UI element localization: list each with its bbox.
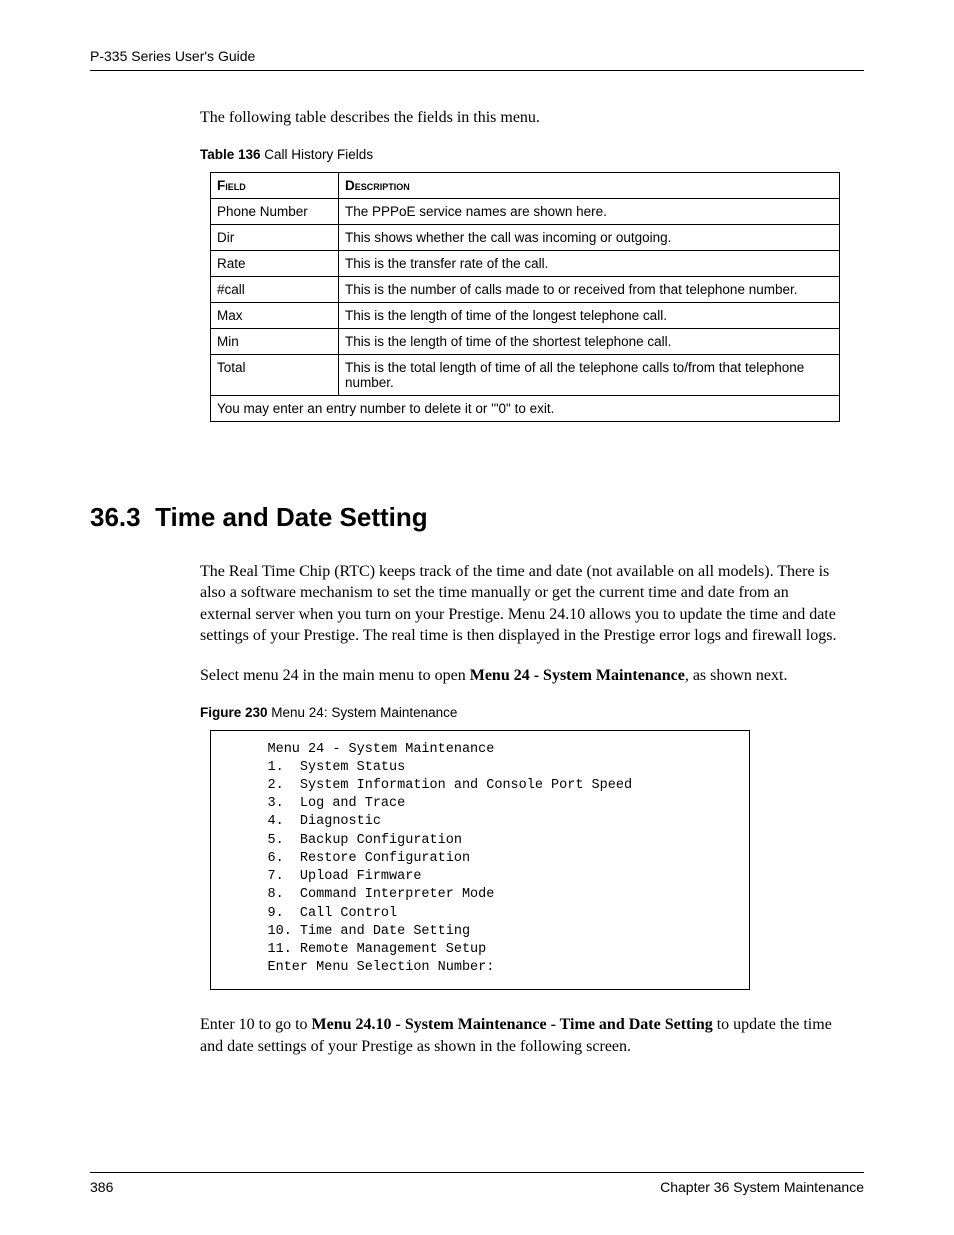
cell-field: Dir xyxy=(211,224,339,250)
th-description: Description xyxy=(339,172,840,198)
cell-field: Total xyxy=(211,354,339,395)
table-row: Phone Number The PPPoE service names are… xyxy=(211,198,840,224)
cell-field: Min xyxy=(211,328,339,354)
figure-230-label: Figure 230 xyxy=(200,705,268,720)
figure-230-caption: Figure 230 Menu 24: System Maintenance xyxy=(200,705,864,720)
table-row: Max This is the length of time of the lo… xyxy=(211,302,840,328)
table-136: Field Description Phone Number The PPPoE… xyxy=(210,172,840,422)
section-heading: 36.3 Time and Date Setting xyxy=(90,502,864,533)
cell-desc: This shows whether the call was incoming… xyxy=(339,224,840,250)
header-title: P-335 Series User's Guide xyxy=(90,48,255,64)
section-para-2: Select menu 24 in the main menu to open … xyxy=(200,665,844,687)
cell-desc: This is the length of time of the longes… xyxy=(339,302,840,328)
cell-field: #call xyxy=(211,276,339,302)
section-title: Time and Date Setting xyxy=(155,502,428,532)
th-field: Field xyxy=(211,172,339,198)
af-pre: Enter 10 to go to xyxy=(200,1016,312,1033)
cell-field: Phone Number xyxy=(211,198,339,224)
table-row: #call This is the number of calls made t… xyxy=(211,276,840,302)
cell-desc: This is the total length of time of all … xyxy=(339,354,840,395)
cell-field: Max xyxy=(211,302,339,328)
table-header-row: Field Description xyxy=(211,172,840,198)
page-number: 386 xyxy=(90,1179,113,1195)
p2-pre: Select menu 24 in the main menu to open xyxy=(200,667,470,684)
cell-desc: This is the length of time of the shorte… xyxy=(339,328,840,354)
cell-desc: This is the number of calls made to or r… xyxy=(339,276,840,302)
running-header: P-335 Series User's Guide xyxy=(90,48,864,71)
section-number: 36.3 xyxy=(90,502,141,532)
cell-field: Rate xyxy=(211,250,339,276)
intro-paragraph: The following table describes the fields… xyxy=(200,107,844,129)
cell-desc: The PPPoE service names are shown here. xyxy=(339,198,840,224)
table-136-label: Table 136 xyxy=(200,147,261,162)
table-136-caption-text: Call History Fields xyxy=(261,147,374,162)
table-row: Total This is the total length of time o… xyxy=(211,354,840,395)
table-footer-cell: You may enter an entry number to delete … xyxy=(211,395,840,421)
p2-bold: Menu 24 - System Maintenance xyxy=(470,667,685,684)
cell-desc: This is the transfer rate of the call. xyxy=(339,250,840,276)
p2-post: , as shown next. xyxy=(685,667,788,684)
table-row: Rate This is the transfer rate of the ca… xyxy=(211,250,840,276)
table-footer-row: You may enter an entry number to delete … xyxy=(211,395,840,421)
table-row: Dir This shows whether the call was inco… xyxy=(211,224,840,250)
figure-230-caption-text: Menu 24: System Maintenance xyxy=(268,705,458,720)
table-136-caption: Table 136 Call History Fields xyxy=(200,147,864,162)
table-row: Min This is the length of time of the sh… xyxy=(211,328,840,354)
chapter-label: Chapter 36 System Maintenance xyxy=(660,1179,864,1195)
after-figure-para: Enter 10 to go to Menu 24.10 - System Ma… xyxy=(200,1014,844,1057)
page-footer: 386 Chapter 36 System Maintenance xyxy=(90,1172,864,1195)
section-para-1: The Real Time Chip (RTC) keeps track of … xyxy=(200,561,844,647)
figure-230-console: Menu 24 - System Maintenance 1. System S… xyxy=(210,730,750,991)
af-bold: Menu 24.10 - System Maintenance - Time a… xyxy=(312,1016,713,1033)
page: P-335 Series User's Guide The following … xyxy=(0,0,954,1235)
